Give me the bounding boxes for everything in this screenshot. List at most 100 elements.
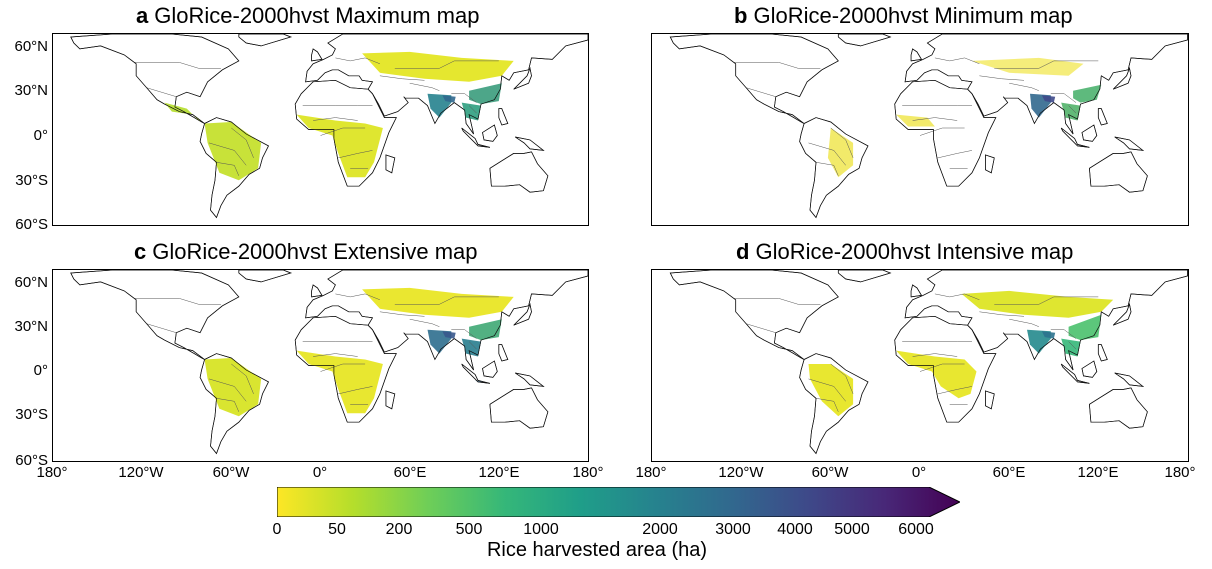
coastline-philippines bbox=[498, 344, 509, 362]
lat-label-0-a: 0° bbox=[33, 127, 48, 144]
coastline-new-guinea bbox=[1114, 136, 1145, 151]
country-border-14 bbox=[451, 93, 477, 103]
panel-a-title-text: GloRice-2000hvst Maximum map bbox=[154, 3, 480, 28]
coastline-new-guinea bbox=[515, 372, 545, 387]
coastline-eurasia bbox=[904, 34, 1188, 135]
rice-region-africa bbox=[896, 114, 935, 127]
coastline-south-america bbox=[199, 117, 269, 219]
landmass-philippines bbox=[1097, 344, 1108, 362]
landmass-north-america bbox=[669, 34, 839, 124]
rice-region-seasia bbox=[461, 102, 481, 121]
coastline-japan bbox=[1112, 67, 1132, 90]
country-border-11 bbox=[979, 75, 1025, 81]
coastline-japan bbox=[513, 67, 532, 90]
country-border-11 bbox=[379, 311, 425, 317]
coastline-indonesia-borneo bbox=[1081, 360, 1098, 378]
rice-region-seasia bbox=[1061, 338, 1081, 357]
lat-label-30s-c: 30°S bbox=[15, 406, 48, 423]
panel-d-letter: d bbox=[736, 239, 750, 264]
lon-label-0-d: 0° bbox=[911, 464, 927, 481]
coastline-madagascar bbox=[385, 390, 396, 410]
colorbar-tick-4000: 4000 bbox=[777, 521, 813, 538]
lon-label-180e-d: 180° bbox=[1164, 464, 1196, 481]
landmass-greenland bbox=[837, 270, 892, 283]
country-border-2 bbox=[815, 162, 839, 176]
country-border-7 bbox=[338, 386, 373, 395]
country-border-1 bbox=[146, 323, 177, 333]
colorbar-tick-50: 50 bbox=[328, 521, 346, 538]
country-border-12 bbox=[994, 296, 1099, 305]
country-border-15 bbox=[468, 105, 477, 114]
rice-region-africa bbox=[296, 350, 383, 414]
country-border-9 bbox=[313, 353, 358, 357]
coastline-indonesia-borneo bbox=[482, 360, 498, 378]
lat-label-60s-a: 60°S bbox=[15, 216, 48, 233]
country-border-14 bbox=[1050, 93, 1077, 103]
coastline-sumatra-java bbox=[1060, 363, 1090, 384]
colorbar-tick-500: 500 bbox=[455, 521, 483, 538]
map-c-svg bbox=[70, 270, 588, 455]
rice-region-seasia bbox=[1061, 102, 1081, 121]
colorbar bbox=[277, 487, 960, 517]
coastline-uk bbox=[910, 48, 923, 62]
rice-region-africa bbox=[296, 114, 383, 178]
lon-label-60e-c: 60°E bbox=[393, 464, 427, 481]
landmass-greenland bbox=[837, 34, 892, 47]
coastline-indonesia-borneo bbox=[482, 124, 498, 142]
country-border-14 bbox=[1050, 329, 1077, 339]
panel-a-letter: a bbox=[136, 3, 149, 28]
map-panel-d bbox=[651, 269, 1189, 462]
rice-region-ganges bbox=[442, 95, 456, 103]
coastline-madagascar bbox=[985, 154, 995, 174]
country-border-0 bbox=[734, 62, 821, 69]
coastline-greenland bbox=[837, 270, 892, 283]
country-border-7 bbox=[937, 386, 973, 395]
country-border-1 bbox=[746, 323, 776, 333]
lon-label-120w-c: 120°W bbox=[118, 464, 164, 481]
country-border-6 bbox=[320, 363, 366, 372]
landmass-uk bbox=[910, 48, 923, 62]
country-border-7 bbox=[338, 150, 373, 159]
landmass-philippines bbox=[498, 108, 509, 126]
coastline-south-america bbox=[799, 117, 869, 219]
coastline-africa bbox=[294, 79, 397, 187]
coastline-north-america bbox=[669, 270, 839, 360]
coastline-greenland bbox=[238, 270, 292, 283]
country-border-4 bbox=[208, 378, 247, 402]
country-border-15 bbox=[468, 341, 477, 350]
panel-b-title: b GloRice-2000hvst Minimum map bbox=[734, 3, 1073, 29]
country-border-7 bbox=[937, 150, 973, 159]
lon-label-180e-c: 180° bbox=[572, 464, 604, 481]
rice-region-eurasia bbox=[362, 51, 514, 82]
coastline-eurasia bbox=[305, 270, 588, 371]
map-panel-b bbox=[651, 33, 1189, 226]
country-border-3 bbox=[231, 127, 254, 158]
coastline-madagascar bbox=[385, 154, 396, 174]
lon-label-120e-c: 120°E bbox=[478, 464, 520, 481]
lat-label-30n-a: 30°N bbox=[14, 82, 48, 99]
landmass-north-america bbox=[669, 270, 839, 360]
coastline-japan bbox=[1112, 303, 1132, 326]
country-border-3 bbox=[830, 127, 854, 158]
country-border-0 bbox=[134, 298, 221, 305]
country-border-0 bbox=[734, 298, 821, 305]
colorbar-gradient bbox=[277, 487, 960, 517]
panel-b-title-text: GloRice-2000hvst Minimum map bbox=[753, 3, 1073, 28]
country-border-10 bbox=[934, 293, 980, 301]
coastline-africa bbox=[894, 315, 997, 423]
coastline-uk bbox=[910, 284, 923, 298]
landmass-greenland bbox=[238, 270, 292, 283]
lat-label-60s-c: 60°S bbox=[15, 452, 48, 469]
panel-d-title: d GloRice-2000hvst Intensive map bbox=[736, 239, 1073, 265]
country-border-12 bbox=[394, 296, 499, 305]
coastline-greenland bbox=[238, 34, 292, 47]
coastline-sumatra-java bbox=[461, 363, 490, 384]
coastline-australia bbox=[1089, 387, 1148, 429]
country-border-3 bbox=[231, 363, 254, 394]
panel-b-letter: b bbox=[734, 3, 748, 28]
rice-region-ganges bbox=[1041, 331, 1056, 339]
rice-region-china bbox=[1073, 84, 1102, 103]
rice-region-eurasia bbox=[972, 57, 1084, 76]
coastline-australia bbox=[489, 151, 549, 193]
country-border-11 bbox=[379, 75, 425, 81]
